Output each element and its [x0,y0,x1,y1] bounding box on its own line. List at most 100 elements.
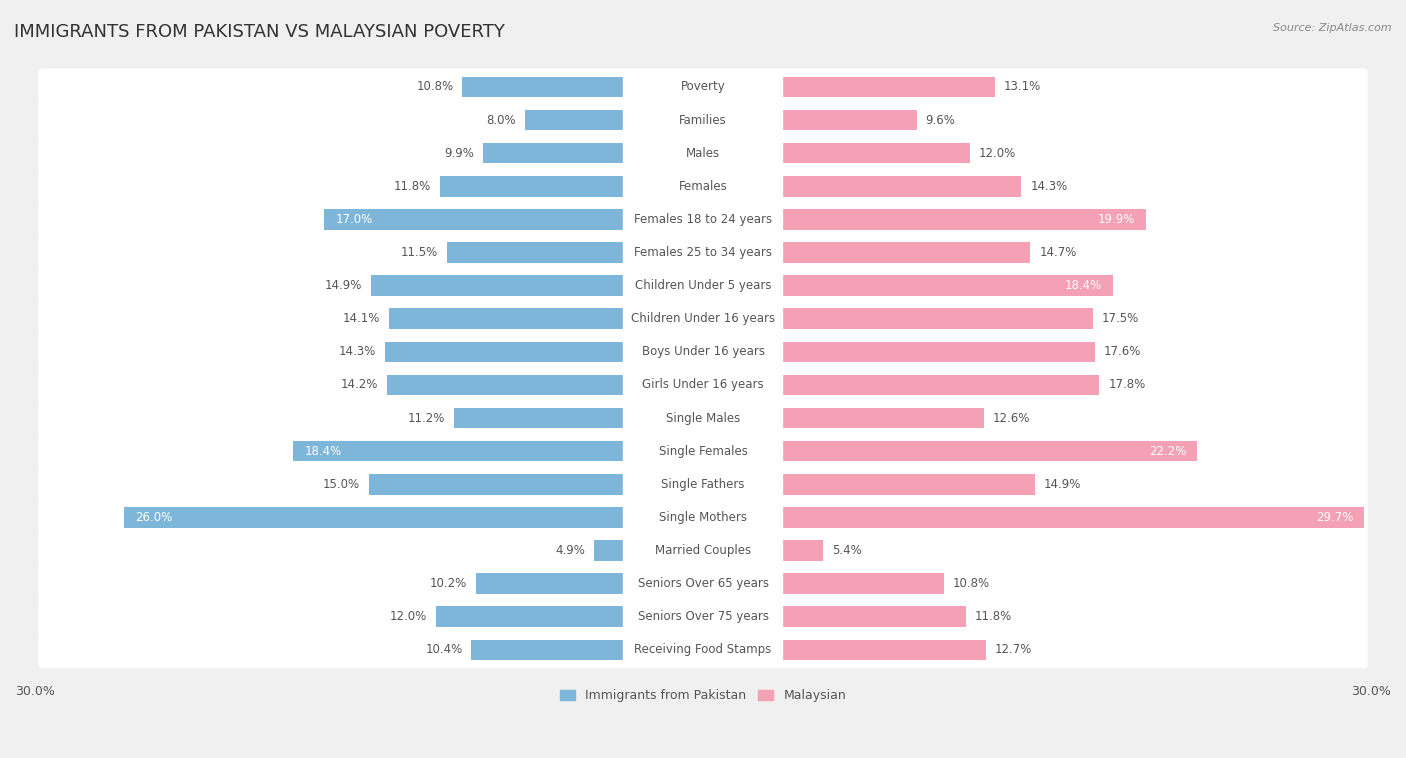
Text: 29.7%: 29.7% [1316,511,1353,524]
FancyBboxPatch shape [623,337,783,367]
FancyBboxPatch shape [38,267,1368,304]
FancyBboxPatch shape [38,465,1368,503]
Bar [325,209,703,230]
Text: 18.4%: 18.4% [1064,279,1102,292]
FancyBboxPatch shape [623,402,783,434]
Bar [387,374,703,395]
FancyBboxPatch shape [623,634,783,665]
FancyBboxPatch shape [38,168,1368,205]
FancyBboxPatch shape [38,68,1368,105]
Text: 15.0%: 15.0% [323,478,360,490]
Text: 22.2%: 22.2% [1149,445,1187,458]
FancyBboxPatch shape [623,535,783,565]
Text: 18.4%: 18.4% [304,445,342,458]
Bar [436,606,703,627]
Text: Married Couples: Married Couples [655,544,751,557]
Bar [475,573,703,594]
Bar [368,474,703,494]
Bar [703,374,1099,395]
Text: 11.5%: 11.5% [401,246,439,259]
FancyBboxPatch shape [623,502,783,533]
Text: 10.2%: 10.2% [430,577,467,590]
Text: Families: Families [679,114,727,127]
Text: 19.9%: 19.9% [1098,213,1135,226]
FancyBboxPatch shape [623,436,783,466]
Bar [703,243,1031,263]
Text: Girls Under 16 years: Girls Under 16 years [643,378,763,391]
Text: Single Males: Single Males [666,412,740,424]
FancyBboxPatch shape [38,135,1368,172]
Text: 17.8%: 17.8% [1108,378,1146,391]
Text: 17.0%: 17.0% [336,213,373,226]
Text: Females 25 to 34 years: Females 25 to 34 years [634,246,772,259]
Text: IMMIGRANTS FROM PAKISTAN VS MALAYSIAN POVERTY: IMMIGRANTS FROM PAKISTAN VS MALAYSIAN PO… [14,23,505,41]
Bar [703,408,984,428]
Bar [593,540,703,561]
Bar [703,77,994,97]
Text: 13.1%: 13.1% [1004,80,1040,93]
Text: Seniors Over 65 years: Seniors Over 65 years [637,577,769,590]
Text: 11.8%: 11.8% [394,180,432,193]
Text: Single Fathers: Single Fathers [661,478,745,490]
Bar [703,474,1035,494]
Text: 14.9%: 14.9% [325,279,363,292]
Bar [294,441,703,462]
Text: 17.6%: 17.6% [1104,346,1142,359]
Bar [703,143,970,164]
Bar [482,143,703,164]
Bar [703,342,1095,362]
Text: 14.3%: 14.3% [339,346,375,359]
Text: 8.0%: 8.0% [486,114,516,127]
Text: 12.6%: 12.6% [993,412,1029,424]
FancyBboxPatch shape [38,532,1368,569]
Bar [124,507,703,528]
Text: 12.0%: 12.0% [979,147,1017,160]
Bar [703,309,1092,329]
Text: 9.9%: 9.9% [444,147,474,160]
Text: 14.2%: 14.2% [340,378,378,391]
Text: 10.8%: 10.8% [416,80,454,93]
Text: 17.5%: 17.5% [1102,312,1139,325]
Text: Poverty: Poverty [681,80,725,93]
Text: 14.7%: 14.7% [1039,246,1077,259]
FancyBboxPatch shape [38,499,1368,536]
Bar [703,110,917,130]
FancyBboxPatch shape [38,102,1368,139]
Text: Males: Males [686,147,720,160]
FancyBboxPatch shape [38,598,1368,635]
Bar [454,408,703,428]
FancyBboxPatch shape [38,234,1368,271]
Bar [703,540,824,561]
FancyBboxPatch shape [623,271,783,301]
Text: 10.4%: 10.4% [425,644,463,656]
Text: 9.6%: 9.6% [925,114,956,127]
Text: 12.0%: 12.0% [389,610,427,623]
Bar [703,275,1112,296]
FancyBboxPatch shape [623,138,783,168]
Bar [703,640,986,660]
FancyBboxPatch shape [623,303,783,334]
FancyBboxPatch shape [38,366,1368,403]
FancyBboxPatch shape [623,105,783,136]
Text: 14.1%: 14.1% [343,312,380,325]
Bar [471,640,703,660]
Bar [447,243,703,263]
Bar [703,573,943,594]
Text: 14.9%: 14.9% [1043,478,1081,490]
Text: 11.2%: 11.2% [408,412,444,424]
FancyBboxPatch shape [623,568,783,599]
FancyBboxPatch shape [623,370,783,400]
Bar [703,507,1364,528]
FancyBboxPatch shape [623,72,783,102]
FancyBboxPatch shape [38,300,1368,337]
FancyBboxPatch shape [38,565,1368,602]
Text: 4.9%: 4.9% [555,544,585,557]
Text: Seniors Over 75 years: Seniors Over 75 years [637,610,769,623]
Bar [703,606,966,627]
Text: 14.3%: 14.3% [1031,180,1067,193]
Bar [371,275,703,296]
FancyBboxPatch shape [623,204,783,235]
FancyBboxPatch shape [38,201,1368,238]
Text: 26.0%: 26.0% [135,511,173,524]
Text: Children Under 5 years: Children Under 5 years [634,279,772,292]
